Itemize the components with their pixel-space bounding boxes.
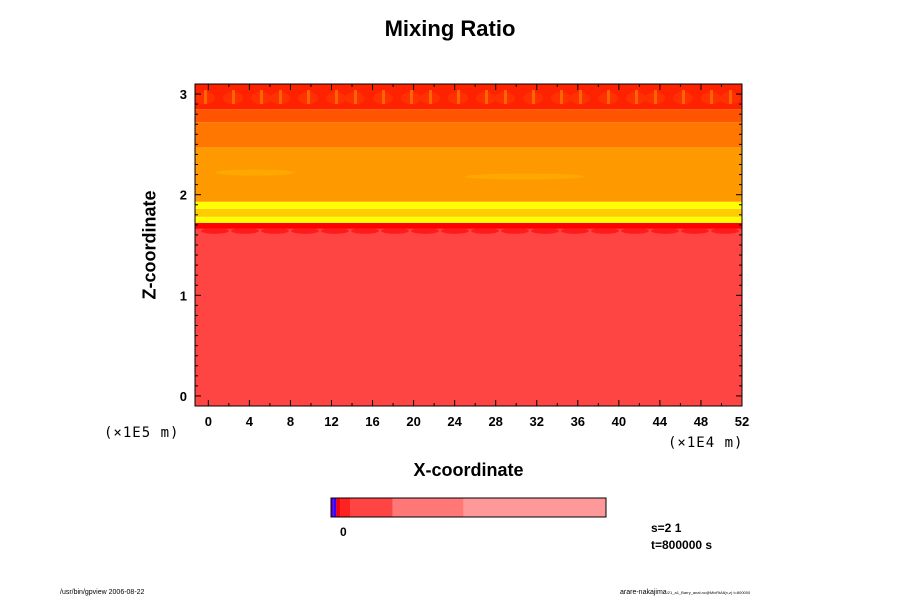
contour-detail (195, 90, 740, 234)
contour-streak (232, 90, 235, 105)
contour-streak (410, 90, 413, 105)
x-tick-label: 44 (653, 414, 668, 429)
y-tick-label: 3 (180, 87, 187, 102)
contour-band-7 (195, 109, 742, 123)
colorbar-segment-2 (336, 498, 341, 517)
contour-streak (682, 90, 685, 105)
colorbar-frame (330, 497, 607, 518)
contour-blob (531, 227, 559, 234)
contour-blob (681, 227, 709, 234)
x-tick-label: 48 (694, 414, 708, 429)
contour-blob (321, 227, 349, 234)
contour-streak (485, 90, 488, 105)
contour-streak (204, 90, 207, 105)
x-axis-unit: (×1E4 m) (668, 435, 744, 451)
contour-band-2 (195, 216, 742, 223)
colorbar-segment-4 (350, 498, 393, 517)
colorbar-segment-0 (331, 498, 334, 517)
contour-streak (504, 90, 507, 105)
colorbar-label: 0 (340, 525, 347, 539)
contour-blob (591, 227, 619, 234)
contour-blob (215, 169, 295, 176)
contour-blob (651, 227, 679, 234)
x-tick-label: 40 (612, 414, 626, 429)
contour-streak (532, 90, 535, 105)
contour-blob (261, 227, 289, 234)
contour-streak (729, 90, 732, 105)
contour-streak (607, 90, 610, 105)
contour-blob (351, 227, 379, 234)
chart-title: Mixing Ratio (384, 16, 516, 41)
colorbar-segment-6 (463, 498, 606, 517)
x-tick-label: 8 (287, 414, 294, 429)
contour-streak (279, 90, 282, 105)
x-tick-label: 0 (205, 414, 212, 429)
contour-streak (560, 90, 563, 105)
contour-bands (195, 84, 742, 406)
contour-streak (457, 90, 460, 105)
contour-blob (621, 227, 649, 234)
contour-streak (429, 90, 432, 105)
contour-streak (354, 90, 357, 105)
y-tick-label: 2 (180, 188, 187, 203)
y-axis-unit: (×1E5 m) (104, 425, 180, 441)
contour-streak (579, 90, 582, 105)
axis-ticks (195, 84, 743, 406)
y-tick-label: 1 (180, 288, 187, 303)
contour-streak (710, 90, 713, 105)
contour-blob (561, 227, 589, 234)
y-tick-label: 0 (180, 389, 187, 404)
x-tick-label: 36 (571, 414, 585, 429)
contour-blob (711, 227, 739, 234)
colorbar-segment-3 (340, 498, 351, 517)
contour-blob (381, 227, 409, 234)
contour-blob (441, 227, 469, 234)
contour-blob (201, 227, 229, 234)
contour-band-0 (195, 228, 742, 406)
time-label: t=800000 s (651, 538, 713, 552)
contour-band-6 (195, 122, 742, 148)
colorbar (330, 497, 607, 518)
contour-blob (501, 227, 529, 234)
x-tick-label: 32 (530, 414, 544, 429)
footer-left: /usr/bin/gpview 2006-08-22 (60, 589, 145, 596)
contour-blob (291, 227, 319, 234)
contour-streak (382, 90, 385, 105)
contour-streak (635, 90, 638, 105)
contour-band-4 (195, 201, 742, 209)
contour-blob (465, 173, 585, 180)
contour-blob (231, 227, 259, 234)
contour-band-3 (195, 208, 742, 217)
colorbar-segment-5 (392, 498, 464, 517)
x-tick-label: 12 (324, 414, 338, 429)
contour-streak (260, 90, 263, 105)
x-tick-label: 52 (735, 414, 749, 429)
s-label: s=2 1 (651, 521, 682, 535)
contour-streak (307, 90, 310, 105)
x-axis-label: X-coordinate (413, 460, 524, 480)
contour-band-1 (195, 222, 742, 229)
contour-streak (335, 90, 338, 105)
contour-streak (654, 90, 657, 105)
x-tick-label: 28 (488, 414, 502, 429)
x-tick-label: 16 (365, 414, 379, 429)
contour-blob (471, 227, 499, 234)
x-tick-label: 20 (406, 414, 420, 429)
x-tick-label: 24 (447, 414, 462, 429)
colorbar-segment-1 (333, 498, 337, 517)
footer-right: arare-nakajima/21_a1_Barry_anal.nc@MixRt… (620, 589, 751, 596)
contour-band-5 (195, 147, 742, 202)
x-tick-label: 4 (246, 414, 254, 429)
contour-blob (411, 227, 439, 234)
